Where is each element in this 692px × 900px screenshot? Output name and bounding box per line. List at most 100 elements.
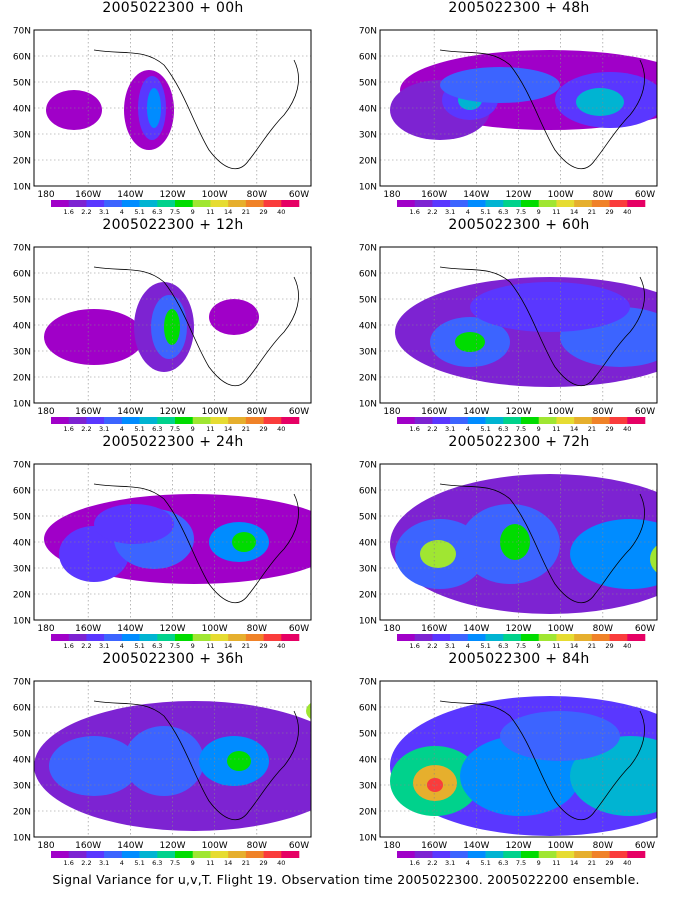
colorbar-label: 5.1 (480, 425, 490, 433)
colorbar-swatch (175, 634, 194, 641)
colorbar-label: 4 (466, 642, 470, 650)
colorbar-label: 7.5 (516, 642, 526, 650)
variance-shading (390, 696, 657, 836)
colorbar-label: 40 (623, 859, 631, 867)
lat-label: 40N (359, 539, 377, 549)
variance-shading (46, 70, 174, 150)
lon-label: 140W (117, 841, 143, 851)
lat-label: 30N (13, 348, 31, 358)
lat-label: 60N (13, 270, 31, 280)
lon-label: 80W (247, 841, 267, 851)
colorbar-label: 5.1 (480, 642, 490, 650)
colorbar-swatch (591, 851, 610, 858)
variance-contour (470, 282, 630, 332)
forecast-panel: 2005022300 + 12h 70N 60N 50N 40N 30N 20N 10N 180… (0, 217, 346, 433)
colorbar: 1.6 2.2 3.1 4 5.1 6.3 7.5 9 11 14 21 29 40 (397, 200, 646, 216)
variance-contour (500, 711, 620, 761)
lon-label: 160W (421, 407, 447, 417)
colorbar-swatch (485, 200, 504, 207)
colorbar-swatch (139, 634, 158, 641)
lon-label: 180 (383, 841, 400, 851)
lat-label: 30N (359, 565, 377, 575)
lon-label: 180 (37, 841, 54, 851)
map-plot: 70N 60N 50N 40N 30N 20N 10N 180 160W 140W 120W 100W… (13, 244, 312, 433)
lon-label: 100W (202, 407, 228, 417)
colorbar-swatch (281, 417, 300, 424)
lat-label: 30N (13, 782, 31, 792)
colorbar-label: 29 (259, 642, 267, 650)
panel-title: 2005022300 + 48h (448, 0, 590, 16)
panel-title: 2005022300 + 72h (448, 434, 590, 450)
variance-contour (124, 726, 204, 796)
colorbar-swatch (467, 417, 486, 424)
lat-label: 60N (359, 53, 377, 63)
colorbar-label: 2.2 (427, 208, 437, 216)
colorbar-swatch (538, 417, 557, 424)
colorbar-swatch (245, 417, 264, 424)
colorbar-label: 1.6 (410, 425, 420, 433)
colorbar-swatch (397, 634, 416, 641)
colorbar-label: 4 (466, 425, 470, 433)
colorbar-label: 9 (537, 208, 541, 216)
colorbar-swatch (157, 417, 176, 424)
lat-label: 20N (359, 374, 377, 384)
colorbar-label: 21 (588, 425, 596, 433)
colorbar-label: 9 (537, 425, 541, 433)
colorbar-swatch (503, 200, 522, 207)
colorbar-swatch (503, 634, 522, 641)
lon-label: 120W (159, 841, 185, 851)
colorbar-label: 6.3 (498, 642, 508, 650)
lat-label: 10N (13, 617, 31, 627)
colorbar-swatch (228, 417, 247, 424)
panel-title: 2005022300 + 36h (102, 651, 244, 667)
colorbar-label: 7.5 (170, 859, 180, 867)
colorbar-label: 40 (623, 642, 631, 650)
lon-label: 60W (289, 190, 309, 200)
lat-label: 50N (359, 730, 377, 740)
colorbar-swatch (263, 851, 282, 858)
colorbar-swatch (263, 200, 282, 207)
colorbar-label: 4 (120, 425, 124, 433)
colorbar-label: 4 (120, 208, 124, 216)
colorbar-label: 7.5 (170, 425, 180, 433)
coastline (439, 266, 645, 387)
lat-label: 50N (359, 296, 377, 306)
lat-label: 60N (359, 487, 377, 497)
colorbar-label: 14 (224, 425, 232, 433)
variance-shading (44, 282, 259, 372)
lon-label: 180 (383, 190, 400, 200)
colorbar-swatch (68, 851, 87, 858)
lat-label: 40N (13, 539, 31, 549)
lon-label: 80W (247, 190, 267, 200)
colorbar-swatch (432, 417, 451, 424)
variance-contour (427, 778, 443, 792)
variance-contour (164, 309, 180, 345)
lon-label: 80W (593, 190, 613, 200)
lat-label: 10N (13, 400, 31, 410)
lon-label: 60W (289, 841, 309, 851)
lat-label: 50N (13, 79, 31, 89)
variance-shading (395, 277, 657, 387)
colorbar-swatch (432, 200, 451, 207)
colorbar-label: 9 (191, 642, 195, 650)
map-frame (33, 29, 312, 187)
variance-contour (209, 299, 259, 335)
colorbar-label: 2.2 (81, 642, 91, 650)
lon-label: 180 (37, 407, 54, 417)
colorbar-label: 2.2 (81, 208, 91, 216)
lon-label: 100W (548, 841, 574, 851)
variance-contour (420, 540, 456, 568)
colorbar-label: 11 (206, 208, 214, 216)
lat-label: 70N (13, 678, 31, 688)
lon-label: 180 (383, 407, 400, 417)
colorbar-swatch (485, 417, 504, 424)
colorbar-label: 40 (277, 208, 285, 216)
colorbar-swatch (450, 634, 469, 641)
colorbar-swatch (51, 417, 70, 424)
map-frame (379, 29, 658, 187)
lon-label: 60W (635, 407, 655, 417)
colorbar-label: 2.2 (427, 425, 437, 433)
coastline (439, 483, 645, 604)
lat-label: 70N (13, 27, 31, 37)
colorbar-swatch (485, 634, 504, 641)
